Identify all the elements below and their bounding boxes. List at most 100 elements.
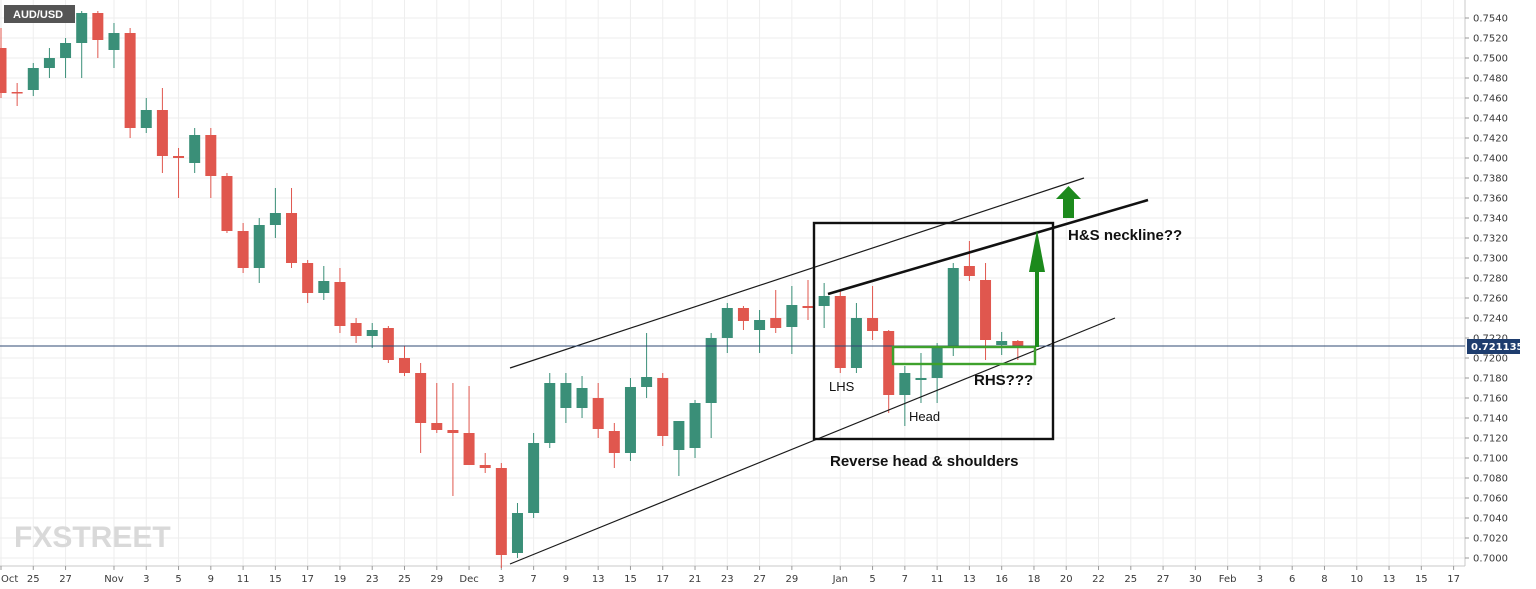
candle-body (883, 331, 895, 395)
candle-body (92, 13, 104, 40)
watermark-logo: FXSTREET (14, 521, 171, 554)
x-tick-label: 30 (1189, 574, 1202, 585)
neckline-trendline (827, 198, 1149, 296)
candle-body (899, 373, 911, 395)
y-tick-label: 0.7260 (1473, 294, 1508, 305)
candle (253, 218, 265, 283)
candle-body (1012, 341, 1024, 346)
candle-body (447, 430, 459, 433)
candle (899, 366, 911, 426)
candle-body (511, 513, 523, 553)
target-arrow (1029, 230, 1045, 347)
candle (156, 88, 168, 173)
candle-body (382, 328, 394, 360)
x-tick-label: 9 (208, 574, 214, 585)
candle (447, 383, 459, 496)
candle-body (754, 320, 766, 330)
candle-body (689, 403, 701, 448)
candle (140, 98, 152, 133)
candle-body (818, 296, 830, 306)
candle-body (27, 68, 39, 90)
x-tick-label: 15 (1415, 574, 1428, 585)
candle (576, 376, 588, 418)
x-tick-label: 13 (592, 574, 605, 585)
y-tick-label: 0.7300 (1473, 254, 1508, 265)
y-tick-label: 0.7500 (1473, 54, 1508, 65)
x-tick-label: Jan (832, 574, 848, 585)
candle (415, 363, 427, 453)
x-tick-label: 6 (1289, 574, 1295, 585)
candle-body (189, 135, 201, 163)
x-tick-label: 3 (498, 574, 504, 585)
candle (43, 48, 55, 78)
candle (189, 128, 201, 173)
candle-body (657, 378, 669, 436)
symbol-tag[interactable]: AUD/USD (4, 5, 75, 23)
candle (592, 383, 604, 438)
x-tick-label: 7 (902, 574, 908, 585)
candle-body (673, 421, 685, 450)
candle (624, 378, 636, 461)
candle-body (528, 443, 540, 513)
x-tick-label: 22 (1092, 574, 1105, 585)
candle-body (544, 383, 556, 443)
candle-body (0, 48, 7, 93)
x-tick-label: 17 (656, 574, 669, 585)
candle-body (947, 268, 959, 348)
candle (544, 373, 556, 448)
y-tick-label: 0.7240 (1473, 314, 1508, 325)
x-tick-label: 15 (269, 574, 282, 585)
x-tick-label: 27 (1157, 574, 1170, 585)
candle (754, 310, 766, 353)
candle (802, 280, 814, 320)
y-tick-label: 0.7400 (1473, 154, 1508, 165)
candle (963, 241, 975, 281)
candle-body (302, 263, 314, 293)
candle-body (915, 378, 927, 380)
candle-body (931, 346, 943, 378)
x-tick-label: Oct (1, 574, 18, 585)
x-tick-label: 23 (366, 574, 379, 585)
candle-body (286, 213, 298, 263)
x-tick-label: 5 (869, 574, 875, 585)
x-tick-label: 20 (1060, 574, 1073, 585)
candle (673, 421, 685, 476)
candle (689, 400, 701, 458)
channel-upper-line (509, 177, 1085, 369)
grid-lines (0, 0, 1465, 566)
x-tick-label: 11 (931, 574, 944, 585)
y-tick-label: 0.7100 (1473, 454, 1508, 465)
candle-body (608, 431, 620, 453)
x-tick-label: Feb (1219, 574, 1237, 585)
candle-body (479, 465, 491, 468)
x-tick-label: 27 (753, 574, 766, 585)
x-tick-label: 29 (430, 574, 443, 585)
y-tick-label: 0.7360 (1473, 194, 1508, 205)
y-tick-label: 0.7280 (1473, 274, 1508, 285)
candle-body (108, 33, 120, 50)
candle (721, 303, 733, 353)
candle (657, 373, 669, 446)
x-tick-label: 17 (1447, 574, 1460, 585)
candle (399, 346, 410, 376)
x-tick-label: 10 (1350, 574, 1363, 585)
y-tick-label: 0.7000 (1473, 554, 1508, 565)
y-tick-label: 0.7040 (1473, 514, 1508, 525)
candle (76, 11, 88, 78)
pattern-box (812, 221, 1055, 441)
candle-body (253, 225, 265, 268)
x-tick-label: 11 (237, 574, 250, 585)
y-tick-label: 0.7060 (1473, 494, 1508, 505)
candle (528, 433, 540, 518)
head-label: Head (909, 409, 940, 424)
x-tick-label: 3 (143, 574, 149, 585)
neckline-label: H&S neckline?? (1068, 227, 1182, 244)
candle-body (350, 323, 362, 336)
candle (511, 503, 523, 558)
candle-body (786, 305, 798, 327)
candle (479, 453, 491, 473)
rhs-label: RHS??? (974, 372, 1033, 389)
x-tick-label: 18 (1028, 574, 1041, 585)
candle-body (560, 383, 572, 408)
